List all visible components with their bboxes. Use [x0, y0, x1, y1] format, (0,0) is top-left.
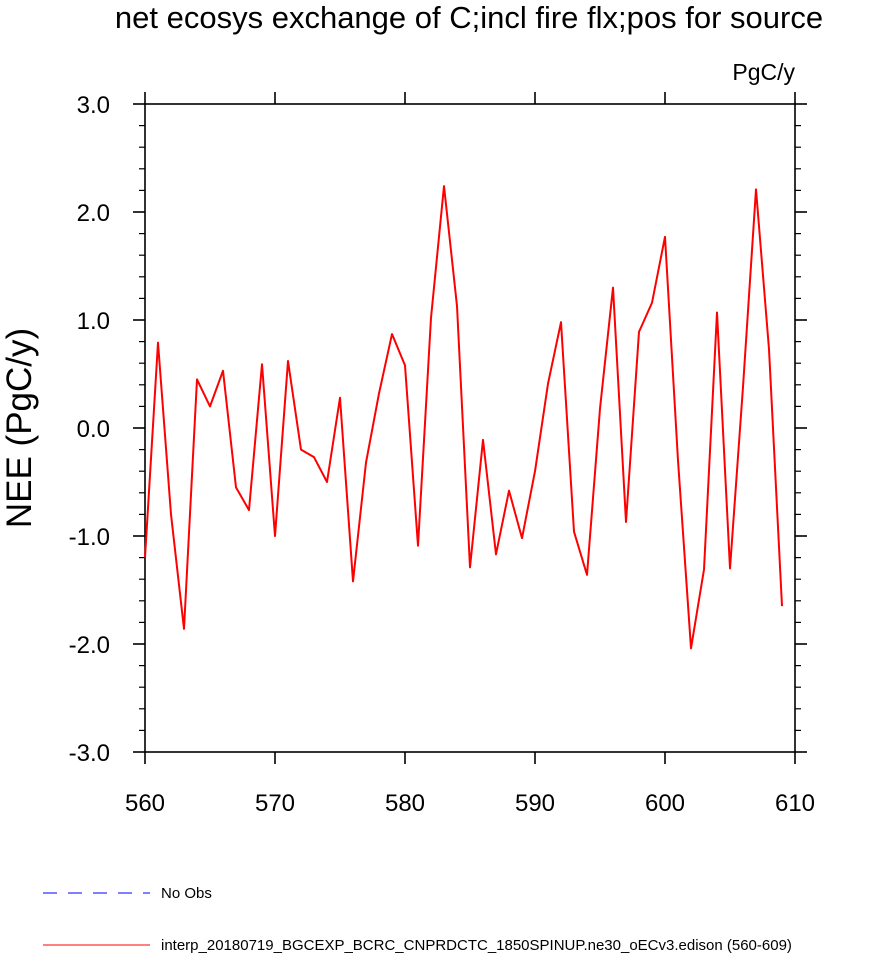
x-tick-label: 590 — [515, 790, 555, 817]
legend: No Obs interp_20180719_BGCEXP_BCRC_CNPRDC… — [43, 885, 792, 954]
x-tick-label: 600 — [645, 790, 685, 817]
y-axis-label: NEE (PgC/y) — [0, 328, 39, 528]
x-tick-label: 560 — [125, 790, 165, 817]
y-tick-label: 2.0 — [77, 200, 110, 227]
y-tick-label: -3.0 — [69, 740, 110, 767]
y-tick-label: 3.0 — [77, 92, 110, 119]
y-tick-label: -1.0 — [69, 524, 110, 551]
chart-title: net ecosys exchange of C;incl fire flx;p… — [115, 0, 823, 35]
units-label: PgC/y — [732, 59, 795, 85]
x-tick-label: 580 — [385, 790, 425, 817]
legend-label-0: interp_20180719_BGCEXP_BCRC_CNPRDCTC_185… — [161, 937, 792, 954]
axis-ticks: 560 570 580 590 600 610 3.0 2.0 1.0 0.0 -1.0 -2.0 -3… — [69, 92, 815, 817]
x-tick-label: 570 — [255, 790, 295, 817]
legend-label-1: No Obs — [161, 885, 212, 902]
x-tick-label: 610 — [775, 790, 815, 817]
series-line-0 — [144, 185, 783, 650]
y-tick-label: 0.0 — [77, 416, 110, 443]
series-layer — [144, 185, 783, 650]
y-tick-label: 1.0 — [77, 308, 110, 335]
y-tick-label: -2.0 — [69, 632, 110, 659]
plot-area-frame — [144, 103, 796, 753]
